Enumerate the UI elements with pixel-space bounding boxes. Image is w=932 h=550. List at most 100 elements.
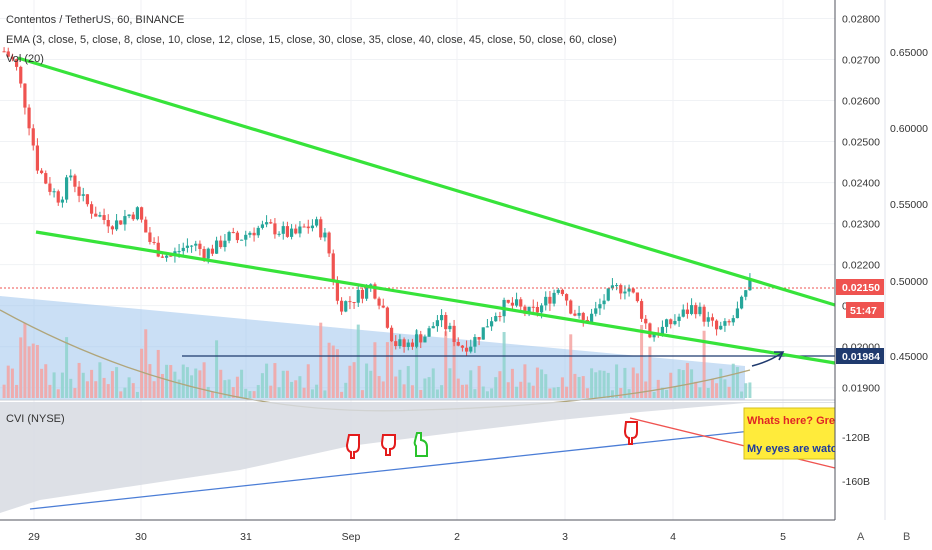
candle-body	[77, 186, 81, 196]
volume-bar	[590, 368, 594, 398]
candle-body	[623, 291, 627, 294]
candle-body	[685, 309, 690, 314]
volume-bar	[98, 362, 102, 398]
candle-body	[60, 199, 65, 203]
volume-bar	[219, 369, 223, 398]
candle-body	[227, 232, 231, 241]
cvi-red-trendline[interactable]	[629, 417, 836, 469]
candle-body	[460, 345, 465, 348]
volume-bar	[348, 365, 352, 398]
volume-bar	[569, 334, 573, 398]
hand-pointing-down-icon	[380, 434, 396, 456]
volume-bar	[90, 369, 94, 398]
candle-body	[702, 306, 706, 322]
candle-body	[52, 191, 56, 193]
volume-bar	[719, 368, 723, 398]
volume-bar	[560, 377, 564, 398]
candle-body	[198, 243, 202, 249]
candle-body	[673, 320, 677, 325]
cvi-blue-trendline[interactable]	[29, 429, 761, 510]
volume-layer	[0, 296, 752, 412]
candle-body	[2, 51, 6, 53]
candle-body	[544, 296, 548, 306]
time-tick-label: 29	[28, 531, 40, 543]
candle-body	[473, 337, 477, 347]
candle-body	[6, 51, 10, 57]
volume-bar	[681, 370, 685, 398]
volume-bar	[369, 370, 373, 398]
volume-bar	[610, 390, 614, 398]
volume-bar	[469, 370, 473, 398]
candle-body	[144, 219, 148, 233]
volume-bar	[552, 387, 556, 398]
annotation-note[interactable]: Whats here? Gree My eyes are watc	[743, 407, 841, 460]
candle-body	[98, 215, 102, 217]
candle-body	[381, 305, 385, 308]
candle-body	[552, 292, 556, 304]
volume-bar	[315, 384, 319, 398]
candle-body	[581, 312, 585, 320]
percent-scale-button[interactable]: B	[894, 524, 920, 546]
candle-body	[106, 220, 110, 227]
volume-bar	[294, 380, 298, 398]
price-tick-label: 0.02800	[842, 13, 880, 25]
candle-body	[319, 219, 323, 238]
volume-bar	[594, 372, 598, 398]
cvi-axis[interactable]: -120B -160B	[842, 432, 870, 488]
volume-bar	[673, 386, 677, 398]
candle-body	[385, 307, 390, 328]
volume-bar	[644, 381, 648, 398]
auto-scale-button[interactable]: A	[848, 524, 874, 546]
volume-bar	[456, 378, 460, 398]
ema-legend[interactable]: EMA (3, close, 5, close, 8, close, 10, c…	[6, 34, 617, 46]
time-axis[interactable]: 29 30 31 Sep 2 3 4 5	[28, 531, 786, 543]
candle-body	[435, 320, 440, 327]
volume-bar	[56, 389, 60, 398]
candle-body	[589, 313, 594, 323]
candle-body	[594, 308, 598, 314]
candle-body	[81, 194, 85, 196]
volume-bar	[731, 363, 735, 398]
volume-bar	[390, 339, 394, 398]
volume-bar	[727, 386, 731, 398]
volume-bar	[381, 381, 385, 398]
candle-body	[469, 346, 473, 352]
candle-body	[314, 219, 319, 226]
candle-body	[694, 305, 698, 315]
volume-bar	[290, 381, 294, 398]
volume-bar	[244, 388, 248, 398]
volume-bar	[240, 369, 244, 398]
upper-trendline[interactable]	[17, 56, 836, 307]
candle-body	[335, 281, 340, 301]
candle-body	[164, 255, 169, 258]
candle-body	[127, 214, 131, 217]
symbol-title[interactable]: Contentos / TetherUS, 60, BINANCE	[6, 14, 184, 26]
volume-bar	[540, 369, 544, 398]
candle-body	[481, 327, 485, 340]
candle-body	[664, 319, 669, 327]
volume-bar	[27, 346, 31, 398]
candle-body	[89, 204, 94, 214]
volume-bar	[431, 368, 435, 398]
volume-bar	[144, 329, 148, 398]
lower-trendline[interactable]	[35, 230, 836, 365]
volume-bar	[385, 342, 389, 398]
candle-body	[456, 342, 460, 346]
volume-axis[interactable]: 0.65000 0.60000 0.55000 0.50000 0.45000	[890, 47, 928, 363]
volume-bar	[110, 371, 114, 398]
volume-bar	[344, 382, 348, 398]
candle-body	[189, 245, 194, 247]
countdown-badge-bg	[846, 302, 884, 318]
projection-arrow[interactable]	[751, 351, 785, 367]
candle-body	[523, 306, 527, 314]
volume-bar	[152, 381, 156, 398]
price-axis-panel[interactable]	[835, 0, 932, 550]
candle-body	[714, 320, 719, 330]
candle-body	[448, 325, 452, 330]
volume-bar	[131, 383, 135, 398]
volume-bar	[231, 387, 235, 398]
time-tick-label: 5	[780, 531, 786, 543]
volume-tick-label: 0.60000	[890, 123, 928, 135]
volume-legend[interactable]: Vol (20)	[6, 53, 44, 65]
volume-bar	[444, 331, 448, 398]
